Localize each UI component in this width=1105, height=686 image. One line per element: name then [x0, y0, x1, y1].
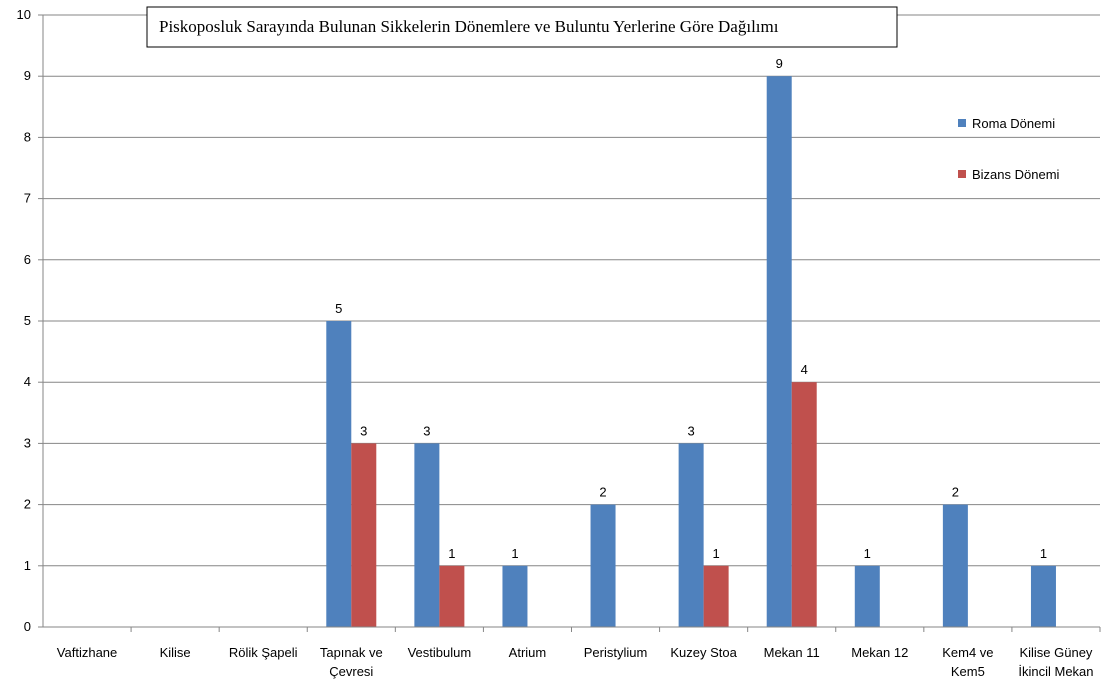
bar-roma	[502, 565, 528, 627]
x-category-label: Rölik Şapeli	[229, 645, 298, 660]
legend: Roma Dönemi Bizans Dönemi	[958, 116, 1060, 182]
bar-roma	[678, 443, 704, 627]
x-category-label: Kem5	[951, 664, 985, 679]
data-label: 1	[448, 546, 455, 561]
bar-roma	[326, 321, 352, 627]
y-tick-label: 4	[24, 374, 31, 389]
x-category-label: Mekan 12	[851, 645, 908, 660]
bar-roma	[942, 504, 968, 627]
bar-roma	[854, 565, 880, 627]
chart-title: Piskoposluk Sarayında Bulunan Sikkelerin…	[159, 17, 779, 36]
data-label: 1	[864, 546, 871, 561]
bar-bizans	[703, 565, 729, 627]
legend-swatch	[958, 170, 966, 178]
data-label: 4	[801, 362, 808, 377]
bars	[326, 76, 1056, 627]
gridlines	[43, 14, 1100, 567]
x-category-label: Mekan 11	[764, 645, 820, 660]
y-tick-label: 1	[24, 558, 31, 573]
bar-bizans	[791, 382, 817, 627]
data-label: 1	[511, 546, 518, 561]
data-label: 5	[335, 301, 342, 316]
data-label: 3	[688, 423, 695, 438]
x-category-label: Vestibulum	[408, 645, 472, 660]
chart-title-box: Piskoposluk Sarayında Bulunan Sikkelerin…	[146, 6, 898, 48]
y-tick-label: 7	[24, 191, 31, 206]
bar-roma	[590, 504, 616, 627]
data-labels: 5 3 3 1 1 2 3 1 9 4 1 2 1	[335, 56, 1047, 561]
bar-bizans	[351, 443, 377, 627]
bar-bizans	[439, 565, 465, 627]
x-category-label: Kuzey Stoa	[670, 645, 737, 660]
x-category-label: Çevresi	[329, 664, 373, 679]
y-tick-label: 10	[17, 7, 31, 22]
x-category-label: Kilise	[160, 645, 191, 660]
x-axis-categories: Vaftizhane Kilise Rölik Şapeli Tapınak ve Çe…	[57, 627, 1101, 679]
x-category-label: Kem4 ve	[942, 645, 993, 660]
legend-label: Roma Dönemi	[972, 116, 1055, 131]
data-label: 1	[1040, 546, 1047, 561]
x-category-label: İkincil Mekan	[1018, 664, 1093, 679]
y-tick-label: 2	[24, 497, 31, 512]
bar-roma	[414, 443, 440, 627]
y-tick-label: 8	[24, 129, 31, 144]
x-category-label: Atrium	[509, 645, 547, 660]
y-tick-label: 6	[24, 252, 31, 267]
data-label: 3	[360, 423, 367, 438]
data-label: 2	[952, 485, 959, 500]
data-label: 1	[713, 546, 720, 561]
bar-roma	[766, 76, 792, 627]
data-label: 3	[423, 423, 430, 438]
y-tick-label: 3	[24, 435, 31, 450]
y-tick-label: 9	[24, 68, 31, 83]
x-category-label: Tapınak ve	[320, 645, 383, 660]
y-tick-label: 5	[24, 313, 31, 328]
y-tick-label: 0	[24, 619, 31, 634]
legend-swatch	[958, 119, 966, 127]
legend-label: Bizans Dönemi	[972, 167, 1060, 182]
x-category-label: Peristylium	[584, 645, 648, 660]
y-axis-ticks: 0 1 2 3 4 5 6 7 8 9 10	[17, 7, 43, 634]
data-label: 2	[599, 485, 606, 500]
data-label: 9	[776, 56, 783, 71]
x-category-label: Kilise Güney	[1019, 645, 1092, 660]
x-category-label: Vaftizhane	[57, 645, 117, 660]
bar-roma	[1030, 565, 1056, 627]
